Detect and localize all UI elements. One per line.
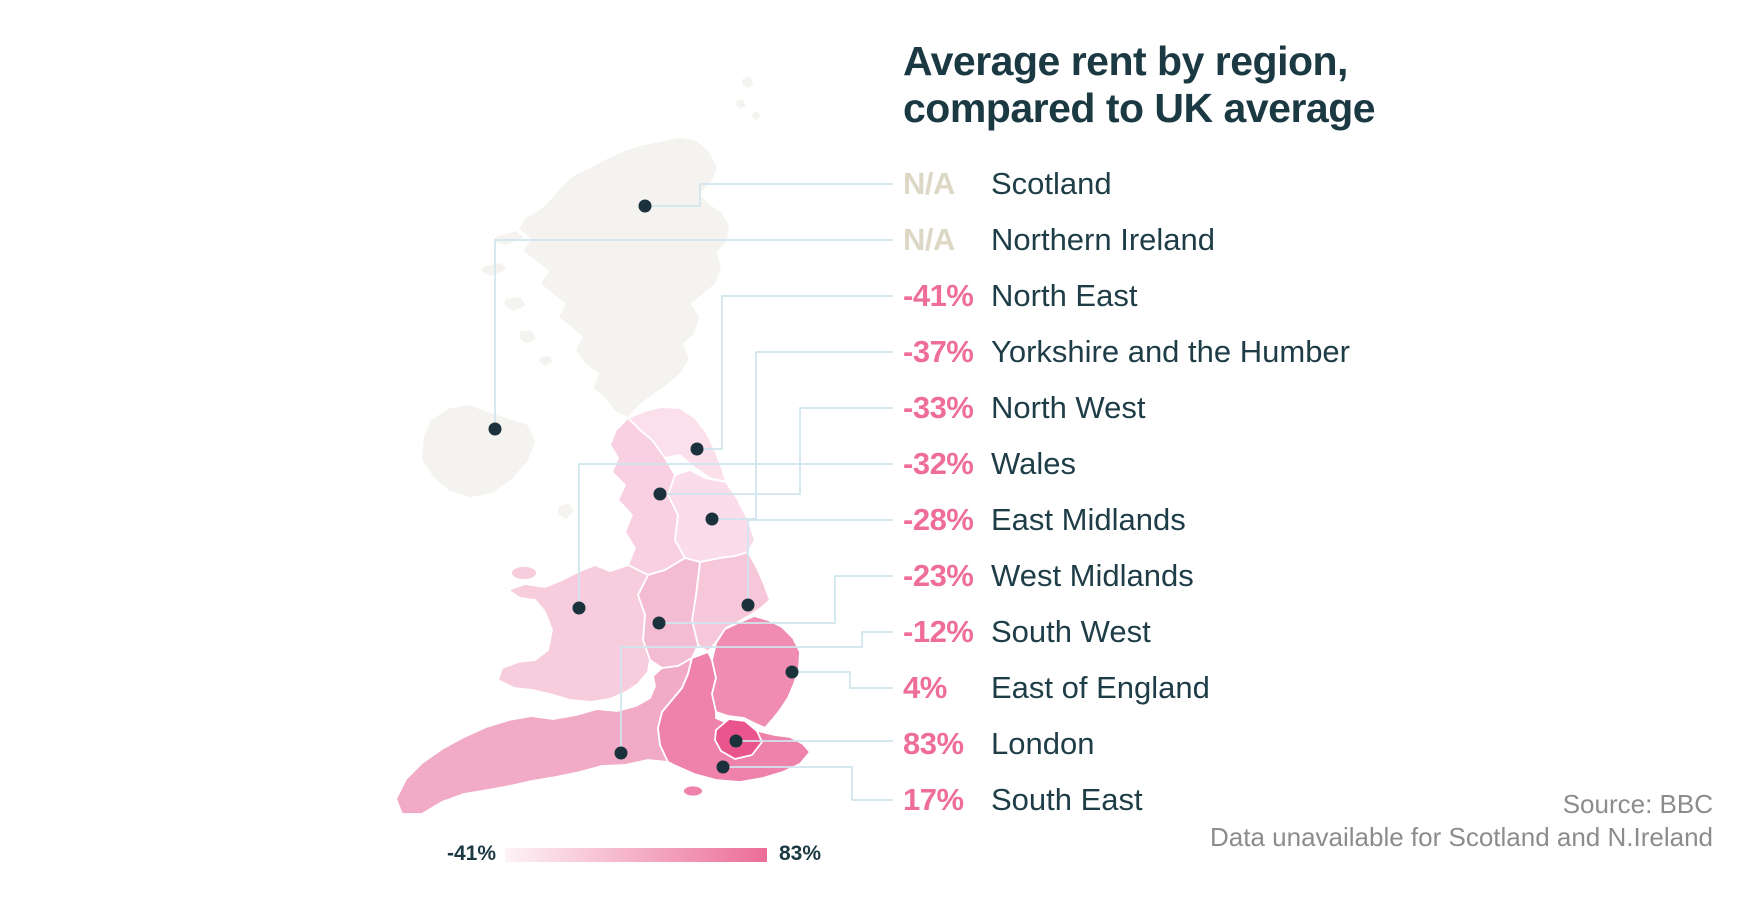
list-item-east-midlands: -28% East Midlands [903,492,1350,548]
list-item-london: 83% London [903,716,1350,772]
page-title-line-2: compared to UK average [903,85,1376,131]
region-scotland-islands [479,74,763,521]
connector-line-north-west [660,407,893,495]
list-item-east-of-england: 4% East of England [903,660,1350,716]
connector-line-south-west [620,631,893,753]
region-northern-ireland [420,403,537,499]
label-south-east: South East [991,782,1143,817]
connector-line-northern-ireland [494,239,893,429]
value-south-east: 17% [903,782,964,817]
label-northern-ireland: Northern Ireland [991,222,1216,257]
value-northern-ireland: N/A [903,222,955,257]
label-west-midlands: West Midlands [991,558,1194,593]
source-note: Source: BBC Data unavailable for Scotlan… [1210,788,1713,854]
source-line-2: Data unavailable for Scotland and N.Irel… [1210,822,1713,852]
connector-line-east-of-england [792,671,893,689]
value-scotland: N/A [903,166,955,201]
list-item-northern-ireland: N/A Northern Ireland [903,212,1350,268]
list-item-south-west: -12% South West [903,604,1350,660]
connector-line-wales [578,463,893,608]
list-item-wales: -32% Wales [903,436,1350,492]
scale-max-label: 83% [779,842,822,865]
scale-gradient-bar [505,848,767,862]
label-wales: Wales [991,446,1076,481]
list-item-north-east: -41% North East [903,268,1350,324]
region-south-east-isle-of-wight [682,784,704,798]
value-east-of-england: 4% [903,670,947,705]
value-north-east: -41% [903,278,974,313]
map-dot-london [729,734,743,748]
value-london: 83% [903,726,964,761]
value-west-midlands: -23% [903,558,974,593]
scale-min-label: -41% [446,842,496,865]
page-title-line-1: Average rent by region, [903,38,1348,84]
map-dot-north-east [690,442,704,456]
label-london: London [991,726,1095,761]
label-east-midlands: East Midlands [991,502,1186,537]
list-item-yorkshire: -37% Yorkshire and the Humber [903,324,1350,380]
list-item-scotland: N/A Scotland [903,156,1350,212]
map-regions [395,74,811,815]
value-east-midlands: -28% [903,502,974,537]
region-scotland [517,136,731,419]
connector-line-south-east [723,766,893,801]
map-dot-south-east [716,760,730,774]
map-dot-west-midlands [652,616,666,630]
connector-line-west-midlands [659,575,893,624]
label-yorkshire: Yorkshire and the Humber [991,334,1350,369]
map-dot-northern-ireland [488,422,502,436]
map-dots [488,199,799,774]
region-east-of-england [711,615,801,729]
list-item-south-east: 17% South East [903,772,1350,828]
list-item-west-midlands: -23% West Midlands [903,548,1350,604]
value-wales: -32% [903,446,974,481]
value-south-west: -12% [903,614,974,649]
region-wales [497,564,651,703]
connector-line-yorkshire [712,351,893,520]
map-dot-scotland [638,199,652,213]
region-wales-anglesey [510,565,538,581]
connector-line-east-midlands [747,519,893,605]
connector-line-scotland [645,183,893,207]
map-dot-north-west [653,487,667,501]
map-dot-wales [572,601,586,615]
region-value-list: N/A Scotland N/A Northern Ireland -41% N… [903,156,1350,828]
label-north-west: North West [991,390,1146,425]
map-dot-east-of-england [785,665,799,679]
page-title: Average rent by region, compared to UK a… [903,38,1376,132]
source-line-1: Source: BBC [1562,789,1713,819]
map-dot-south-west [614,746,628,760]
value-yorkshire: -37% [903,334,974,369]
label-scotland: Scotland [991,166,1112,201]
map-dot-east-midlands [741,598,755,612]
list-item-north-west: -33% North West [903,380,1350,436]
map-dot-yorkshire [705,512,719,526]
label-north-east: North East [991,278,1138,313]
label-south-west: South West [991,614,1151,649]
label-east-of-england: East of England [991,670,1210,705]
value-north-west: -33% [903,390,974,425]
connector-lines [494,183,893,801]
connector-line-north-east [697,295,893,450]
